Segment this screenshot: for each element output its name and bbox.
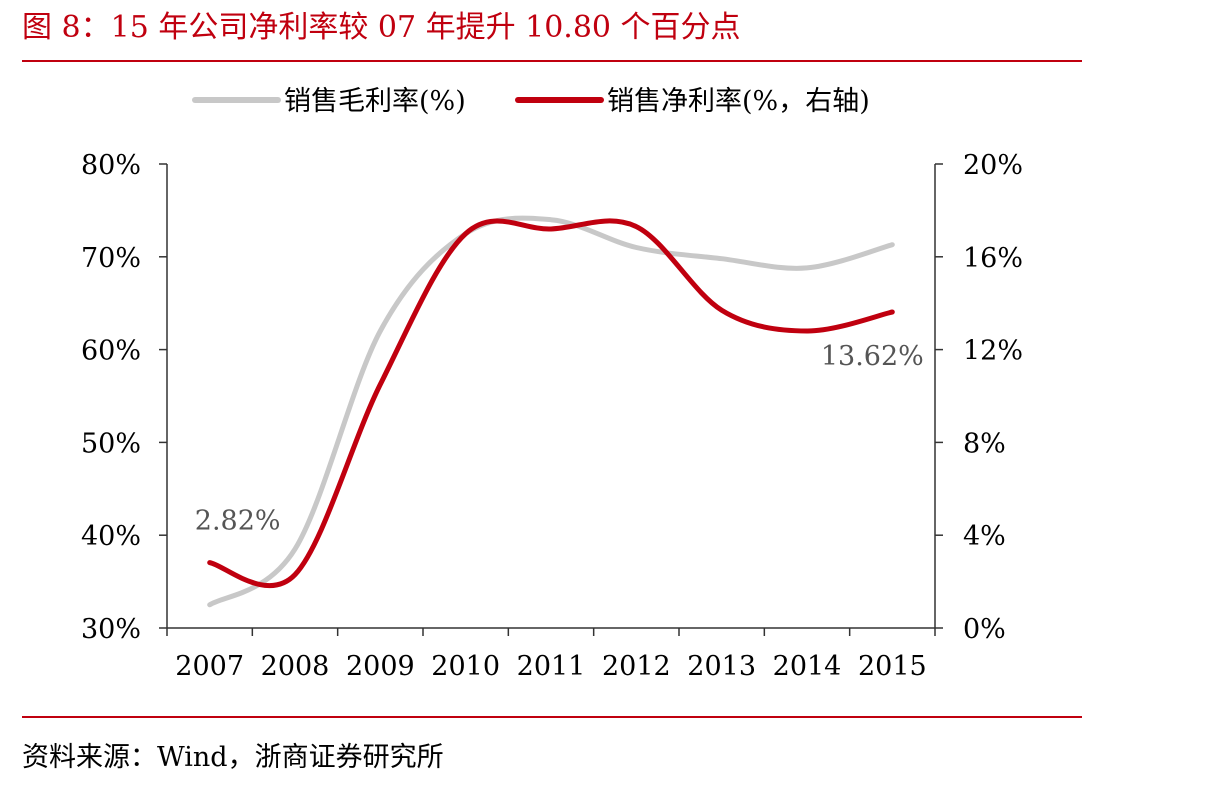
right-tick-label: 20%: [963, 150, 1023, 181]
legend-net-margin-label: 销售净利率(%，右轴): [607, 86, 870, 117]
left-tick-label: 80%: [81, 150, 141, 181]
left-tick-label: 70%: [81, 243, 141, 274]
net-margin-line: [207, 218, 895, 589]
figure-title: 图 8：15 年公司净利率较 07 年提升 10.80 个百分点: [22, 10, 741, 45]
x-tick-label: 2009: [346, 651, 415, 682]
right-tick-label: 0%: [963, 614, 1006, 645]
series-lines: [207, 215, 895, 608]
top-divider: [22, 60, 1082, 62]
chart-axes: [159, 163, 943, 636]
tick-labels: 30% 40% 50% 60% 70% 80% 0% 4% 8% 12% 16% 20% 2007 200…: [81, 150, 1023, 682]
bottom-divider: [22, 716, 1082, 718]
annotation-2007: 2.82%: [195, 506, 281, 537]
x-tick-label: 2010: [431, 651, 500, 682]
right-tick-label: 12%: [963, 336, 1023, 367]
right-tick-label: 8%: [963, 428, 1006, 459]
x-tick-label: 2015: [858, 651, 927, 682]
x-tick-label: 2012: [602, 651, 671, 682]
legend-gross-margin-label: 销售毛利率(%): [284, 86, 466, 117]
right-tick-label: 16%: [963, 243, 1023, 274]
annotation-2015: 13.62%: [821, 341, 924, 372]
right-tick-label: 4%: [963, 521, 1006, 552]
gross-margin-line: [207, 215, 895, 608]
x-tick-label: 2011: [517, 651, 586, 682]
source-note: 资料来源：Wind，浙商证券研究所: [22, 742, 444, 773]
left-tick-label: 40%: [81, 521, 141, 552]
left-tick-label: 50%: [81, 428, 141, 459]
x-tick-label: 2008: [261, 651, 330, 682]
left-tick-label: 60%: [81, 336, 141, 367]
data-annotations: 2.82% 13.62%: [195, 341, 924, 537]
x-tick-label: 2014: [773, 651, 842, 682]
x-tick-label: 2013: [687, 651, 756, 682]
x-tick-label: 2007: [175, 651, 244, 682]
legend: 销售毛利率(%) 销售净利率(%，右轴): [192, 86, 870, 117]
left-tick-label: 30%: [81, 614, 141, 645]
